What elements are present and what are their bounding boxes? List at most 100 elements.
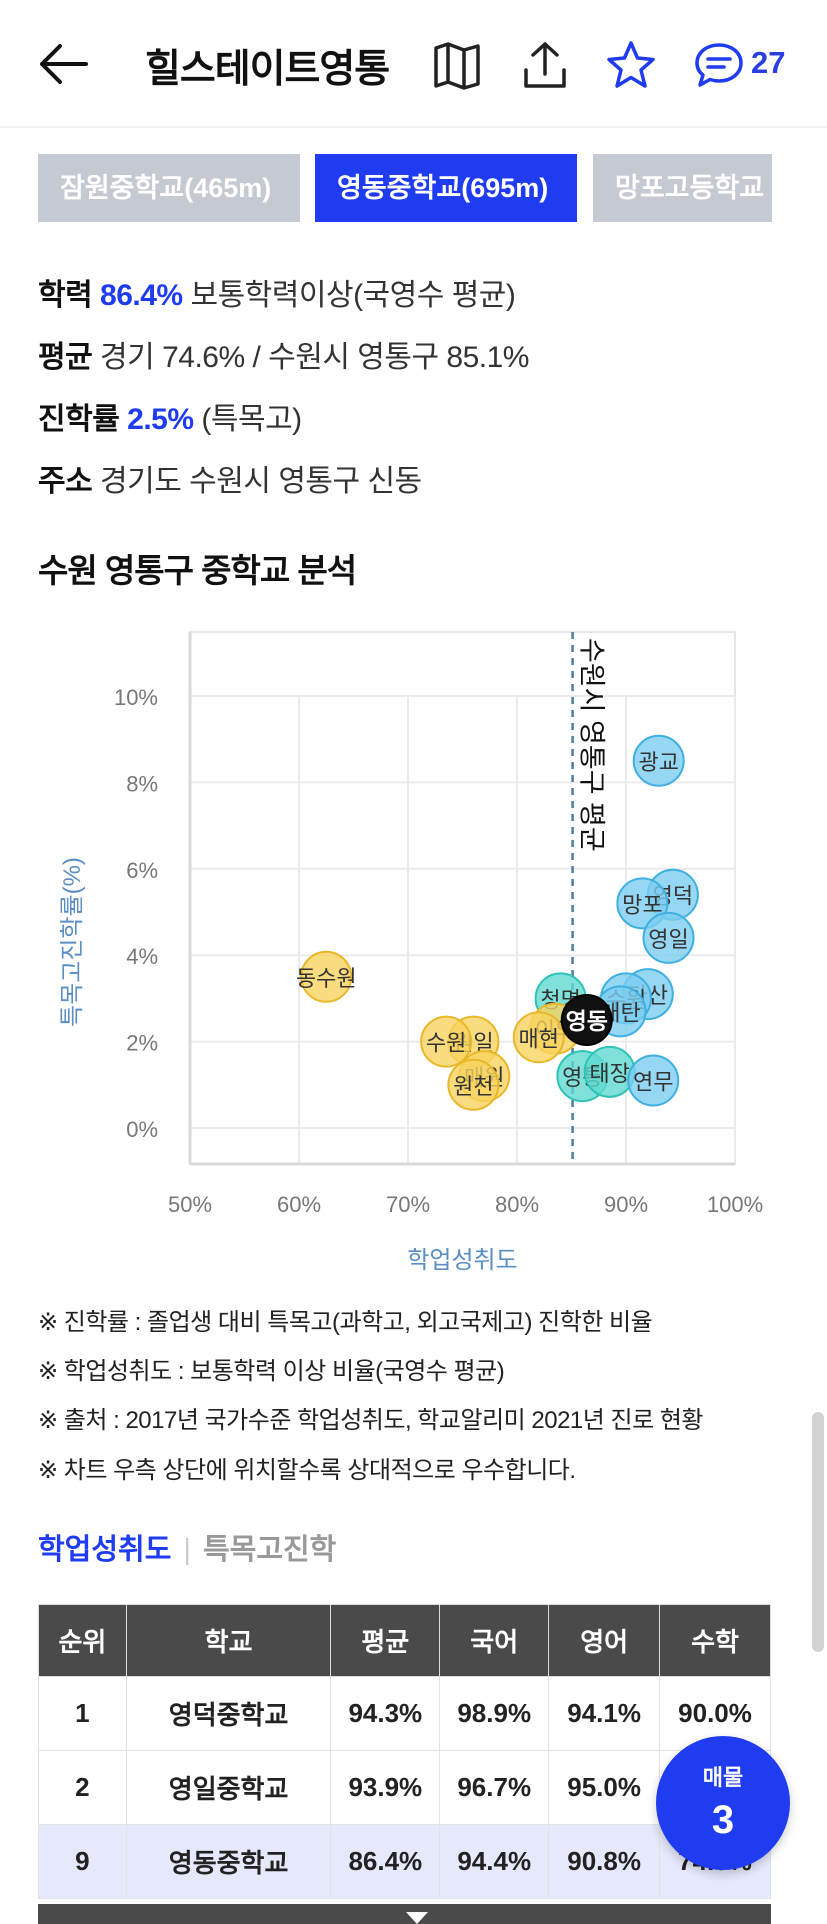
scatter-point xyxy=(632,734,685,787)
note-chart-hint: ※ 차트 우측 상단에 위치할수록 상대적으로 우수합니다. xyxy=(38,1457,576,1484)
y-tick-label: 10% xyxy=(114,685,158,710)
advance-line: 진학률 2.5% (특목고) xyxy=(38,394,302,438)
address-text: 경기도 수원시 영통구 신동 xyxy=(100,465,422,498)
advance-desc: (특목고) xyxy=(201,403,302,436)
fab-count: 3 xyxy=(711,1798,735,1842)
school-tabs: 잠원중학교(465m) 영동중학교(695m) 망포고등학교 xyxy=(38,154,772,222)
tab-jamwon-middle[interactable]: 잠원중학교(465m) xyxy=(38,154,300,222)
header-english: 영어 xyxy=(548,1604,661,1677)
table-row: 1 영덕중학교 94.3% 98.9% 94.1% 90.0% xyxy=(38,1676,771,1751)
cell-average: 86.4% xyxy=(330,1824,441,1899)
star-icon[interactable] xyxy=(604,38,658,92)
cell-rank: 2 xyxy=(38,1750,127,1825)
cell-rank: 9 xyxy=(38,1824,127,1899)
y-tick-label: 6% xyxy=(126,858,158,883)
note-advance-rate: ※ 진학률 : 졸업생 대비 특목고(과학고, 외고국제고) 진학한 비율 xyxy=(38,1309,653,1336)
address-label: 주소 xyxy=(38,465,93,498)
advance-value: 2.5% xyxy=(127,403,194,436)
comment-icon[interactable] xyxy=(692,38,746,92)
cell-average: 93.9% xyxy=(330,1750,441,1825)
point-label: 연무 xyxy=(633,1069,673,1094)
x-axis-label: 학업성취도 xyxy=(407,1247,517,1272)
y-tick-label: 8% xyxy=(126,771,158,796)
scatter-point xyxy=(627,1054,680,1107)
point-label: 영일 xyxy=(648,927,688,952)
back-arrow-icon[interactable] xyxy=(36,40,90,88)
x-tick-label: 80% xyxy=(495,1192,539,1217)
scatter-point xyxy=(642,911,695,964)
header-rank: 순위 xyxy=(38,1604,127,1677)
header-math: 수학 xyxy=(659,1604,771,1677)
average-line: 평균 경기 74.6% / 수원시 영통구 85.1% xyxy=(38,332,529,376)
achievement-desc: 보통학력이상(국영수 평균) xyxy=(190,279,516,312)
subtab-achievement[interactable]: 학업성취도 xyxy=(38,1534,172,1566)
section-title: 수원 영통구 중학교 분석 xyxy=(38,552,357,589)
app-header: 힐스테이트영통 27 xyxy=(0,0,827,128)
point-label: 동수원 xyxy=(296,966,357,991)
x-tick-label: 90% xyxy=(604,1192,648,1217)
map-icon[interactable] xyxy=(430,38,484,92)
page-title: 힐스테이트영통 xyxy=(145,48,390,91)
point-label: 영동 xyxy=(566,1008,608,1034)
note-achievement: ※ 학업성취도 : 보통학력 이상 비율(국영수 평균) xyxy=(38,1358,505,1385)
point-label: 매현 xyxy=(519,1026,559,1051)
chevron-down-icon xyxy=(406,1912,428,1924)
scatter-point xyxy=(560,994,613,1046)
point-label: 태장 xyxy=(589,1061,629,1086)
table-header-row: 순위 학교 평균 국어 영어 수학 xyxy=(38,1604,771,1677)
point-label: 광교 xyxy=(638,750,678,775)
point-label: 수원 xyxy=(426,1031,466,1056)
header-korean: 국어 xyxy=(439,1604,550,1677)
ranking-table: 순위 학교 평균 국어 영어 수학 1 영덕중학교 94.3% 98.9% 94… xyxy=(38,1604,771,1899)
share-icon[interactable] xyxy=(518,38,572,92)
x-tick-label: 70% xyxy=(386,1192,430,1217)
ranking-subtabs: 학업성취도 | 특목고진학 xyxy=(38,1526,336,1568)
cell-rank: 1 xyxy=(38,1676,127,1751)
cell-korean: 98.9% xyxy=(439,1676,550,1751)
y-tick-label: 4% xyxy=(126,944,158,969)
fab-label: 매물 xyxy=(702,1765,744,1790)
cell-school: 영일중학교 xyxy=(125,1750,332,1825)
achievement-line: 학력 86.4% 보통학력이상(국영수 평균) xyxy=(38,270,516,314)
scatter-point xyxy=(447,1058,500,1111)
achievement-value: 86.4% xyxy=(100,279,183,312)
comment-count[interactable]: 27 xyxy=(751,45,786,80)
average-text: 경기 74.6% / 수원시 영통구 85.1% xyxy=(100,341,529,374)
scatter-chart: 0% 2% 4% 6% 8% 10% 50% 60% 70% 80% 90% 100% 학업성취도 특목고… xyxy=(59,631,763,1272)
average-label: 평균 xyxy=(38,341,93,374)
address-line: 주소 경기도 수원시 영통구 신동 xyxy=(38,456,422,500)
cell-english: 94.1% xyxy=(548,1676,661,1751)
subtab-special-high[interactable]: 특목고진학 xyxy=(202,1534,337,1566)
cell-average: 94.3% xyxy=(330,1676,441,1751)
cell-school: 영동중학교 xyxy=(125,1824,332,1899)
header-average: 평균 xyxy=(330,1604,441,1677)
tab-yeongdong-middle[interactable]: 영동중학교(695m) xyxy=(315,154,577,222)
average-reference-label: 수원시 영통구 평균 xyxy=(577,638,607,852)
y-tick-label: 0% xyxy=(126,1117,158,1142)
point-label: 망포 xyxy=(622,892,662,917)
x-tick-label: 50% xyxy=(168,1192,212,1217)
cell-english: 90.8% xyxy=(548,1824,661,1899)
cell-korean: 94.4% xyxy=(439,1824,550,1899)
listings-fab[interactable]: 매물 3 xyxy=(656,1736,790,1870)
subtab-divider: | xyxy=(183,1534,191,1566)
tab-mangpo-high[interactable]: 망포고등학교 xyxy=(593,154,772,222)
table-row: 2 영일중학교 93.9% 96.7% 95.0% xyxy=(38,1750,771,1825)
achievement-label: 학력 xyxy=(38,279,93,312)
scrollbar-thumb[interactable] xyxy=(812,1412,824,1652)
x-tick-label: 60% xyxy=(277,1192,321,1217)
note-source: ※ 출처 : 2017년 국가수준 학업성취도, 학교알리미 2021년 진로 … xyxy=(38,1407,704,1434)
x-tick-label: 100% xyxy=(707,1192,763,1217)
cell-korean: 96.7% xyxy=(439,1750,550,1825)
point-label: 원천 xyxy=(453,1074,493,1099)
expand-table-bar[interactable] xyxy=(38,1904,771,1924)
scatter-point xyxy=(512,1011,565,1064)
cell-school: 영덕중학교 xyxy=(125,1676,332,1751)
header-school: 학교 xyxy=(125,1604,332,1677)
y-axis-label: 특목고진학률(%) xyxy=(59,857,86,1027)
advance-label: 진학률 xyxy=(38,403,120,436)
scatter-point xyxy=(420,1015,473,1068)
cell-english: 95.0% xyxy=(548,1750,661,1825)
y-tick-label: 2% xyxy=(126,1031,158,1056)
scatter-point xyxy=(300,950,353,1003)
